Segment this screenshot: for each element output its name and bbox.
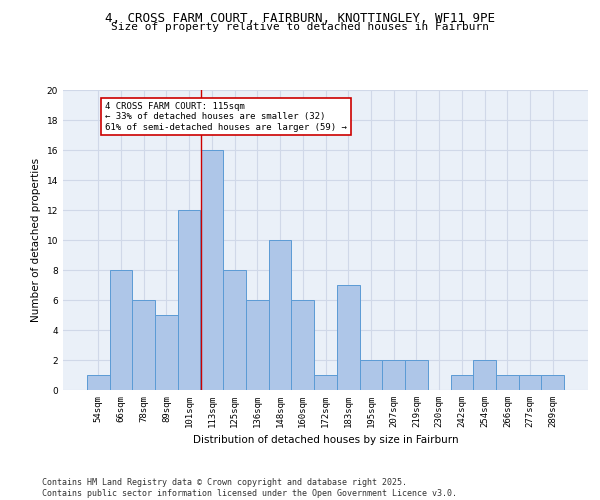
Text: 4, CROSS FARM COURT, FAIRBURN, KNOTTINGLEY, WF11 9PE: 4, CROSS FARM COURT, FAIRBURN, KNOTTINGL…: [105, 12, 495, 26]
Bar: [246, 300, 269, 390]
Bar: [496, 375, 518, 390]
Bar: [518, 375, 541, 390]
X-axis label: Distribution of detached houses by size in Fairburn: Distribution of detached houses by size …: [193, 436, 458, 446]
Bar: [200, 150, 223, 390]
Bar: [382, 360, 405, 390]
Bar: [292, 300, 314, 390]
Bar: [541, 375, 564, 390]
Bar: [405, 360, 428, 390]
Y-axis label: Number of detached properties: Number of detached properties: [31, 158, 41, 322]
Bar: [359, 360, 382, 390]
Bar: [178, 210, 200, 390]
Bar: [110, 270, 133, 390]
Bar: [337, 285, 359, 390]
Bar: [87, 375, 110, 390]
Bar: [155, 315, 178, 390]
Text: Size of property relative to detached houses in Fairburn: Size of property relative to detached ho…: [111, 22, 489, 32]
Text: Contains HM Land Registry data © Crown copyright and database right 2025.
Contai: Contains HM Land Registry data © Crown c…: [42, 478, 457, 498]
Text: 4 CROSS FARM COURT: 115sqm
← 33% of detached houses are smaller (32)
61% of semi: 4 CROSS FARM COURT: 115sqm ← 33% of deta…: [105, 102, 347, 132]
Bar: [314, 375, 337, 390]
Bar: [451, 375, 473, 390]
Bar: [473, 360, 496, 390]
Bar: [133, 300, 155, 390]
Bar: [269, 240, 292, 390]
Bar: [223, 270, 246, 390]
